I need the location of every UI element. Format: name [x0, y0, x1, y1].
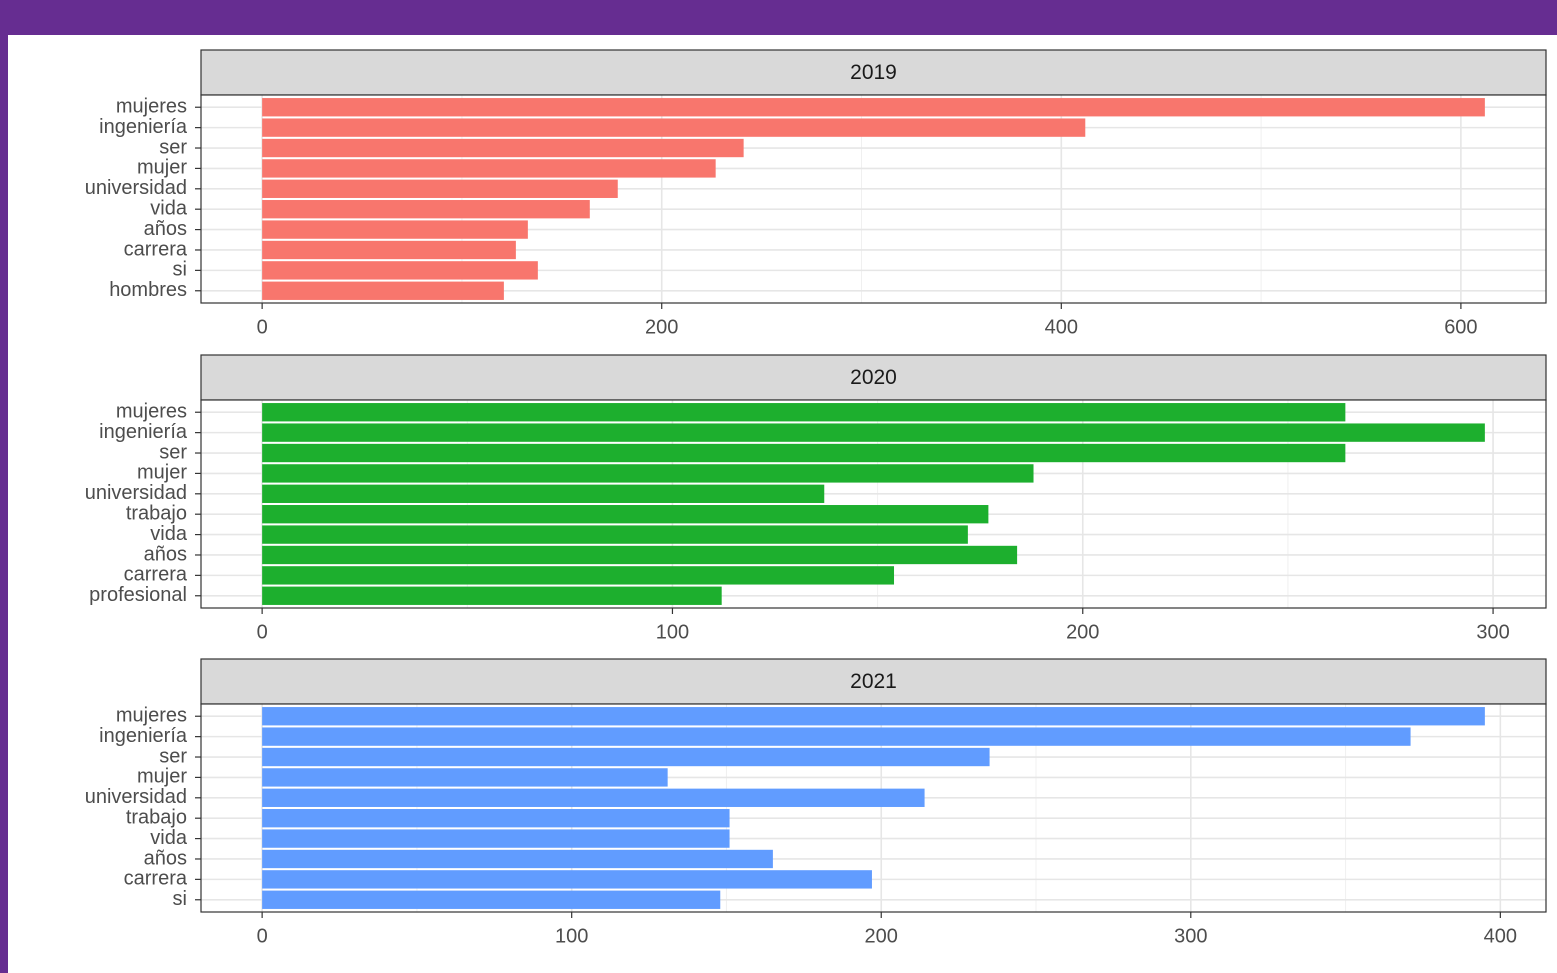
bar — [262, 505, 989, 524]
bar — [262, 179, 618, 198]
x-tick-label: 400 — [1045, 316, 1078, 338]
y-tick-label: si — [173, 888, 187, 910]
x-tick-label: 200 — [645, 316, 678, 338]
y-tick-label: carrera — [124, 868, 188, 890]
y-tick-label: ingeniería — [99, 725, 188, 747]
bar — [262, 849, 773, 869]
y-tick-label: universidad — [85, 177, 187, 199]
facet-title: 2019 — [850, 61, 897, 84]
y-tick-label: trabajo — [126, 806, 187, 828]
bar — [262, 281, 504, 300]
y-tick-label: ser — [159, 136, 187, 158]
panel-border — [200, 399, 1547, 609]
facet-title: 2021 — [850, 670, 897, 693]
bar — [262, 443, 1346, 463]
x-tick-label: 100 — [555, 925, 588, 947]
bar — [262, 727, 1411, 746]
x-tick-label: 0 — [257, 925, 268, 947]
bar — [262, 566, 895, 585]
bar — [262, 829, 730, 848]
y-tick-label: mujer — [137, 462, 187, 484]
y-tick-label: vida — [150, 523, 188, 545]
bar — [262, 200, 590, 219]
bar — [262, 809, 730, 828]
y-tick-label: ingeniería — [99, 116, 188, 138]
y-tick-label: mujeres — [116, 96, 187, 118]
y-tick-label: años — [144, 218, 187, 240]
y-tick-label: años — [144, 847, 187, 869]
bar — [262, 403, 1346, 422]
y-tick-label: mujeres — [116, 401, 187, 423]
y-tick-label: universidad — [85, 786, 187, 808]
bar — [262, 768, 668, 787]
y-tick-label: vida — [150, 827, 188, 849]
bar — [262, 586, 722, 605]
bar — [262, 747, 990, 767]
panel-border — [200, 94, 1547, 304]
bar — [262, 707, 1485, 726]
x-tick-label: 200 — [865, 925, 898, 947]
y-tick-label: si — [173, 259, 187, 281]
bar — [262, 890, 721, 909]
facet-title: 2020 — [850, 366, 897, 389]
bar — [262, 788, 925, 807]
x-tick-label: 300 — [1476, 621, 1509, 643]
y-tick-label: carrera — [124, 564, 188, 586]
x-tick-label: 600 — [1444, 316, 1477, 338]
bar — [262, 240, 516, 260]
bar — [262, 159, 716, 178]
x-tick-label: 0 — [257, 316, 268, 338]
bar — [262, 545, 1018, 565]
panel-border — [200, 703, 1547, 913]
x-tick-label: 0 — [257, 621, 268, 643]
y-tick-label: trabajo — [126, 502, 187, 524]
bar — [262, 525, 968, 544]
strip — [200, 49, 1547, 96]
bar — [262, 118, 1086, 137]
bar — [262, 464, 1034, 483]
y-tick-label: años — [144, 543, 187, 565]
bar — [262, 870, 872, 889]
y-tick-label: ingeniería — [99, 421, 188, 443]
y-tick-label: carrera — [124, 238, 188, 260]
bar — [262, 220, 528, 239]
y-tick-label: mujer — [137, 766, 187, 788]
bar — [262, 261, 538, 280]
y-tick-label: universidad — [85, 482, 187, 504]
x-tick-label: 300 — [1174, 925, 1207, 947]
y-tick-label: ser — [159, 745, 187, 767]
bar — [262, 484, 825, 503]
bar — [262, 98, 1485, 117]
bar — [262, 423, 1485, 442]
y-tick-label: ser — [159, 441, 187, 463]
y-tick-label: hombres — [109, 279, 187, 301]
y-tick-label: mujeres — [116, 705, 187, 727]
x-tick-label: 400 — [1484, 925, 1517, 947]
bar — [262, 138, 744, 158]
x-tick-label: 100 — [656, 621, 689, 643]
y-tick-label: vida — [150, 197, 188, 219]
strip — [200, 658, 1547, 705]
x-tick-label: 200 — [1066, 621, 1099, 643]
y-tick-label: profesional — [89, 584, 187, 606]
y-tick-label: mujer — [137, 157, 187, 179]
